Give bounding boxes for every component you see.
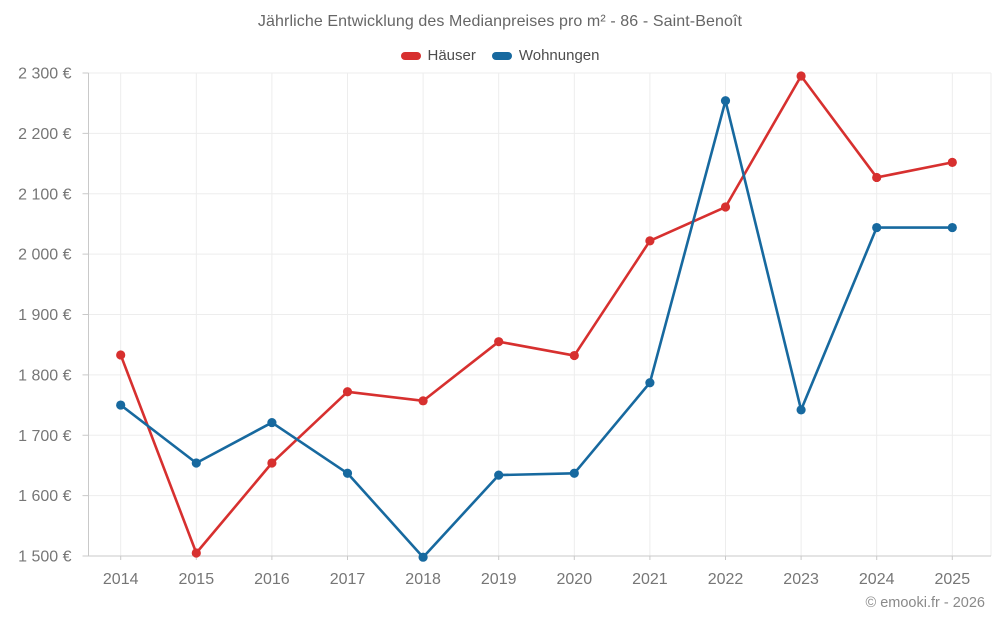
data-point-huser-2019[interactable]	[494, 337, 504, 347]
data-point-wohnungen-2020[interactable]	[569, 468, 579, 478]
data-point-huser-2016[interactable]	[267, 458, 277, 468]
legend-item-wohnungen[interactable]: Wohnungen	[491, 47, 600, 64]
legend: Häuser Wohnungen	[0, 47, 1000, 64]
y-tick-label: 2 100 €	[18, 186, 71, 203]
x-tick-label: 2023	[783, 571, 819, 588]
data-point-huser-2017[interactable]	[342, 387, 353, 397]
data-point-wohnungen-2024[interactable]	[872, 222, 882, 233]
data-point-huser-2023[interactable]	[796, 71, 806, 81]
x-tick-label: 2024	[859, 571, 895, 588]
data-point-wohnungen-2014[interactable]	[116, 400, 126, 410]
data-point-wohnungen-2021[interactable]	[645, 378, 655, 388]
data-point-wohnungen-2019[interactable]	[494, 470, 504, 480]
x-tick-label: 2022	[708, 571, 744, 588]
y-tick-label: 1 600 €	[18, 488, 71, 505]
data-point-huser-2014[interactable]	[116, 350, 126, 360]
data-point-wohnungen-2025[interactable]	[947, 222, 957, 233]
x-tick-label: 2020	[557, 571, 593, 588]
x-tick-label: 2017	[330, 571, 366, 588]
y-tick-label: 2 000 €	[18, 247, 71, 264]
y-tick-label: 2 200 €	[18, 126, 71, 143]
data-point-huser-2022[interactable]	[720, 202, 731, 212]
data-point-huser-2015[interactable]	[191, 548, 201, 558]
y-tick-label: 1 800 €	[18, 367, 71, 384]
x-tick-label: 2016	[254, 571, 290, 588]
y-tick-label: 2 300 €	[18, 66, 71, 83]
y-tick-label: 1 700 €	[18, 428, 71, 445]
legend-label-hauser: Häuser	[427, 47, 476, 64]
y-tick-label: 1 500 €	[18, 549, 71, 566]
x-tick-label: 2021	[632, 571, 668, 588]
series-line-huser	[119, 74, 954, 555]
x-tick-label: 2015	[179, 571, 215, 588]
data-point-huser-2021[interactable]	[645, 236, 655, 246]
data-point-wohnungen-2017[interactable]	[342, 468, 353, 478]
y-tick-label: 1 900 €	[18, 307, 71, 324]
series-line-wohnungen	[119, 99, 954, 559]
data-point-huser-2025[interactable]	[947, 157, 957, 167]
x-tick-label: 2025	[935, 571, 971, 588]
data-point-wohnungen-2015[interactable]	[191, 458, 201, 468]
legend-swatch-wohnungen-icon	[491, 51, 512, 60]
x-tick-label: 2014	[103, 571, 139, 588]
chart-title: Jährliche Entwicklung des Medianpreises …	[257, 13, 743, 30]
x-tick-label: 2018	[405, 571, 441, 588]
data-point-wohnungen-2023[interactable]	[796, 405, 806, 415]
legend-swatch-hauser-icon	[400, 51, 421, 60]
legend-label-wohnungen: Wohnungen	[518, 47, 600, 64]
copyright-label: © emooki.fr - 2026	[865, 595, 985, 611]
data-point-huser-2018[interactable]	[418, 396, 428, 406]
legend-item-hauser[interactable]: Häuser	[400, 47, 476, 64]
data-point-huser-2024[interactable]	[872, 172, 882, 183]
x-tick-label: 2019	[481, 571, 517, 588]
data-point-wohnungen-2022[interactable]	[720, 96, 731, 106]
data-point-wohnungen-2018[interactable]	[418, 552, 428, 562]
data-point-wohnungen-2016[interactable]	[267, 417, 277, 428]
data-point-huser-2020[interactable]	[569, 350, 579, 361]
